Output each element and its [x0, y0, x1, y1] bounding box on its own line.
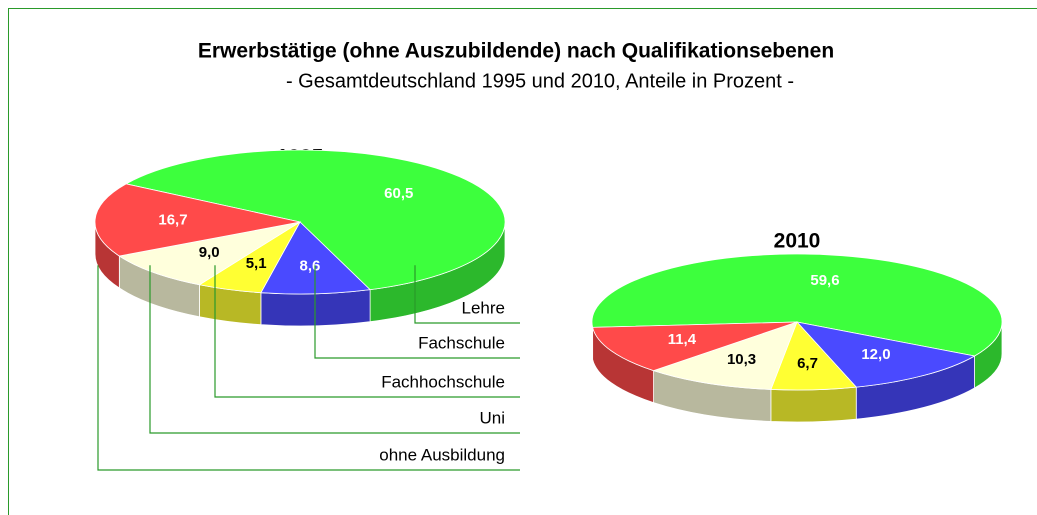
value-label: 9,0	[199, 244, 220, 261]
slice-side	[770, 386, 857, 423]
slice	[591, 253, 1003, 357]
leader-line	[97, 265, 520, 471]
slice	[652, 321, 798, 390]
value-label: 11,4	[668, 331, 697, 348]
slice	[118, 221, 301, 286]
value-label: 6,7	[797, 355, 818, 372]
slice	[795, 321, 976, 388]
frame	[8, 8, 1037, 515]
value-label: 16,7	[158, 211, 187, 228]
slice	[125, 149, 506, 291]
value-label: 59,6	[810, 272, 839, 289]
value-label: 5,1	[246, 255, 267, 272]
leader-line	[149, 265, 520, 434]
legend-label: Fachhochschule	[381, 372, 505, 391]
pie-title: 2010	[774, 230, 821, 253]
value-label: 10,3	[727, 351, 756, 368]
slice	[592, 321, 798, 372]
legend-label: Fachschule	[418, 333, 505, 352]
slice	[260, 221, 371, 295]
leader-line	[314, 265, 520, 359]
legend-label: Lehre	[462, 298, 505, 317]
chart-subtitle: - Gesamtdeutschland 1995 und 2010, Antei…	[286, 70, 794, 92]
leader-line	[414, 265, 520, 324]
value-label: 60,5	[384, 185, 413, 202]
legend-label: ohne Ausbildung	[379, 445, 505, 464]
slice	[94, 183, 301, 257]
value-label: 8,6	[300, 257, 321, 274]
legend-label: Uni	[479, 408, 505, 427]
leader-line	[214, 265, 520, 398]
value-label: 12,0	[861, 346, 890, 363]
chart-title: Erwerbstätige (ohne Auszubildende) nach …	[198, 40, 834, 63]
